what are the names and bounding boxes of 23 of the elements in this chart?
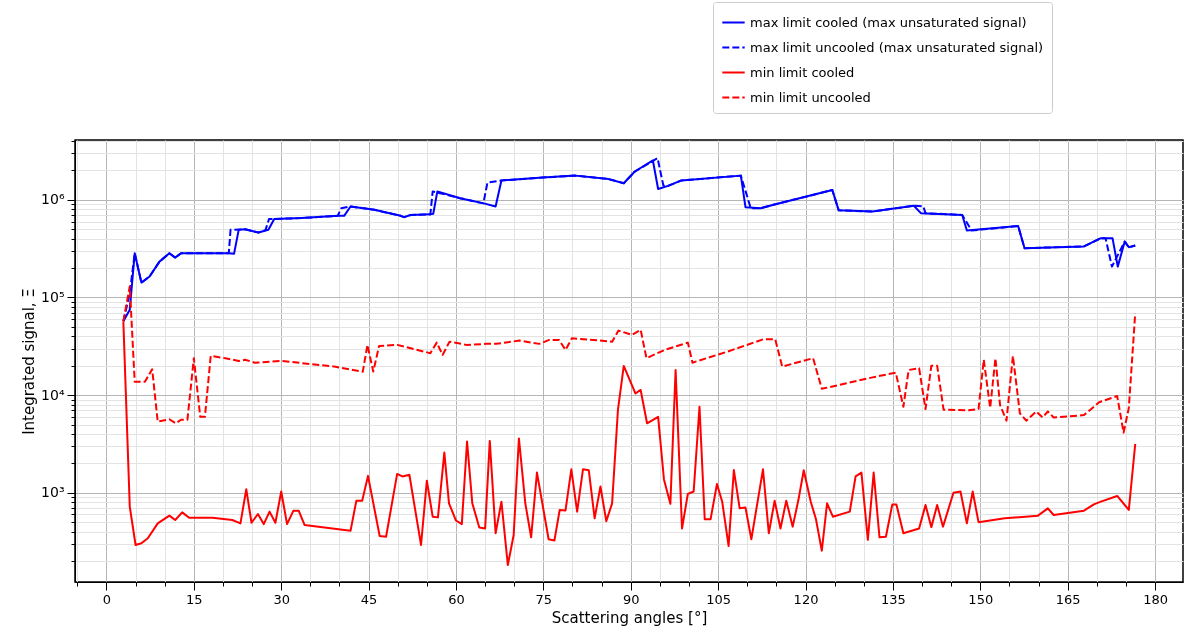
x-tick-label: 120 <box>793 591 819 607</box>
x-tick-label: 60 <box>448 591 465 607</box>
x-tick-label: 45 <box>360 591 378 607</box>
legend-label: max limit uncooled (max unsaturated signal) <box>750 39 1044 55</box>
x-tick-label: 90 <box>622 591 640 607</box>
x-tick-label: 30 <box>273 591 290 607</box>
y-tick-label: 10⁵ <box>41 288 65 305</box>
x-axis-title: Scattering angles [°] <box>551 608 708 627</box>
legend-label: min limit cooled <box>750 64 855 80</box>
x-tick-label: 135 <box>880 591 906 607</box>
x-tick-label: 165 <box>1055 591 1081 607</box>
y-tick-label: 10⁴ <box>41 386 65 403</box>
x-tick-label: 75 <box>535 591 553 607</box>
legend-label: min limit uncooled <box>750 89 871 105</box>
x-tick-label: 0 <box>102 591 112 607</box>
y-tick-label: 10⁶ <box>41 191 65 208</box>
y-tick-label: 10³ <box>41 484 65 501</box>
x-tick-label: 105 <box>706 591 732 607</box>
x-tick-label: 150 <box>968 591 994 607</box>
x-tick-label: 180 <box>1143 591 1168 607</box>
legend-label: max limit cooled (max unsaturated signal) <box>750 14 1027 30</box>
y-axis-title: Integrated signal, Ξ <box>20 288 39 435</box>
x-tick-label: 15 <box>186 591 203 607</box>
